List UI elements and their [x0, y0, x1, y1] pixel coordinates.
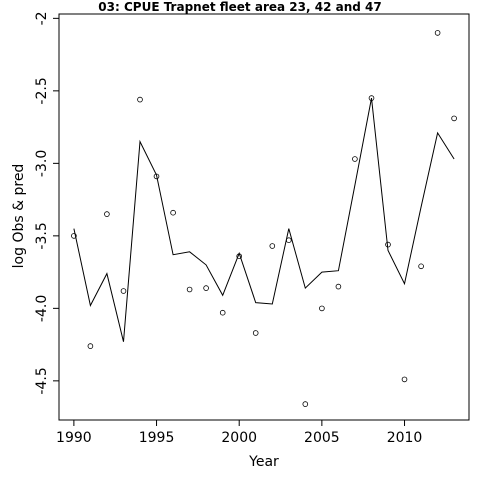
x-tick-label: 2000 [221, 430, 257, 446]
observed-point [153, 173, 160, 180]
observed-point [71, 233, 77, 239]
x-tick-label: 1990 [56, 430, 92, 446]
y-tick-label: -3.5 [34, 222, 50, 249]
observed-point [104, 211, 110, 217]
observed-point [137, 96, 143, 103]
observed-point [236, 253, 243, 260]
observed-point [385, 241, 391, 248]
observed-point [319, 305, 325, 312]
observed-point [87, 343, 94, 349]
observed-point [203, 285, 209, 291]
plot-box [58, 13, 470, 421]
y-tick-label: -3.0 [34, 150, 50, 177]
x-tick-label: 2005 [304, 430, 340, 446]
plot-frame [58, 13, 470, 421]
observed-point [285, 237, 292, 244]
predicted-line [73, 98, 455, 342]
observed-point [434, 30, 441, 36]
observed-point [451, 115, 457, 122]
line-layer [73, 98, 455, 342]
x-tick-label: 1995 [139, 430, 175, 446]
y-axis: -4.5 -4.0 -3.5 -3.0 -2.5 -2 [34, 11, 59, 395]
observed-point [219, 309, 226, 316]
observed-point [252, 330, 259, 336]
observed-point [269, 243, 276, 249]
chart-title: 03: CPUE Trapnet fleet area 23, 42 and 4… [98, 0, 381, 14]
points-layer [71, 30, 457, 407]
y-tick-label: -2.5 [34, 77, 50, 104]
y-tick-label: -4.5 [34, 367, 50, 394]
y-tick-label: -2 [34, 11, 50, 25]
x-axis-label: Year [248, 454, 279, 470]
observed-point [335, 283, 342, 290]
y-axis-label: log Obs & pred [11, 164, 27, 269]
x-tick-label: 2010 [387, 430, 423, 446]
x-axis: 1990 1995 2000 2005 2010 [56, 420, 422, 446]
observed-point [302, 401, 309, 407]
observed-point [186, 286, 193, 293]
observed-point [401, 376, 408, 383]
observed-point [368, 95, 375, 101]
observed-point [120, 288, 127, 294]
observed-point [352, 156, 358, 162]
observed-point [170, 209, 176, 216]
y-tick-label: -4.0 [34, 295, 50, 322]
observed-point [418, 263, 424, 270]
